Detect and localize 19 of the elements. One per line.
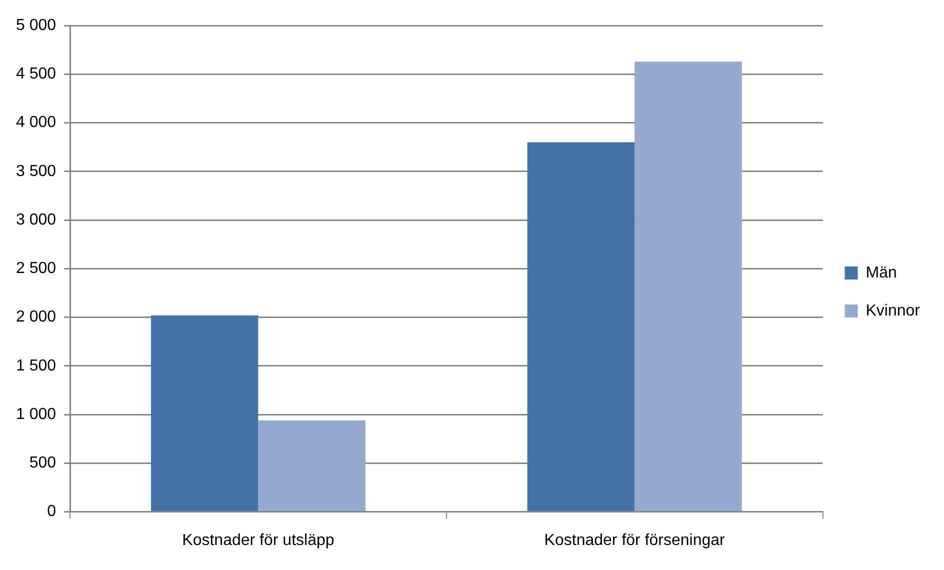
bar xyxy=(634,62,742,512)
y-tick-label: 4 500 xyxy=(16,66,56,83)
y-tick-label: 1 000 xyxy=(16,406,56,423)
y-tick-label: 1 500 xyxy=(16,357,56,374)
y-tick-label: 500 xyxy=(29,454,56,472)
x-tick-label: Kostnader för utsläpp xyxy=(182,532,334,549)
y-tick-label: 5 000 xyxy=(16,17,56,34)
y-tick-label: 3 500 xyxy=(16,162,56,180)
x-tick-label: Kostnader för förseningar xyxy=(544,532,726,549)
y-tick-label: 4 000 xyxy=(16,114,56,132)
bar xyxy=(258,420,366,512)
y-tick-label: 2 500 xyxy=(16,260,56,278)
y-tick-label: 0 xyxy=(47,503,56,520)
bar xyxy=(150,315,258,512)
legend-label: Kvinnor xyxy=(866,302,921,320)
y-tick-label: 2 000 xyxy=(16,308,56,326)
legend-label: Män xyxy=(866,264,897,282)
bar xyxy=(527,142,635,512)
y-tick-label: 3 000 xyxy=(16,211,56,228)
